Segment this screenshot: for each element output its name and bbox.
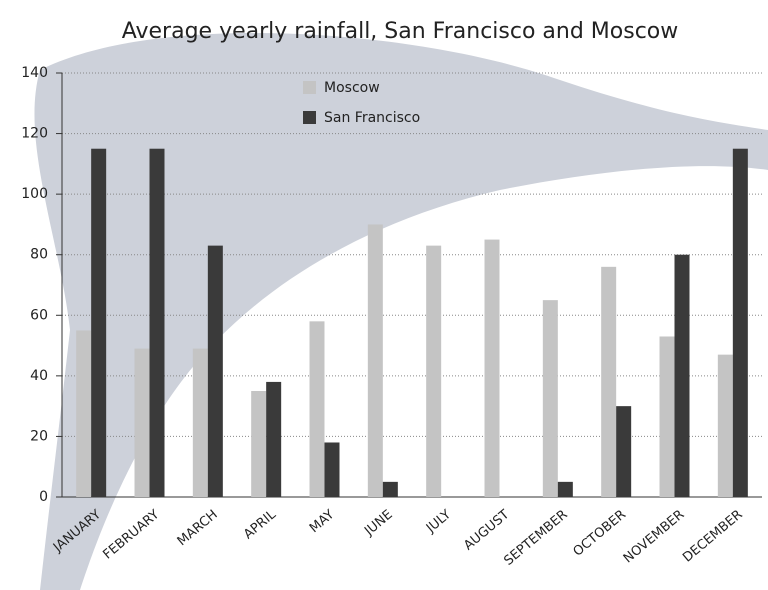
x-tick-label: OCTOBER — [571, 507, 629, 559]
x-tick-label: MAY — [307, 507, 337, 536]
bar — [557, 481, 573, 497]
bar — [207, 245, 223, 497]
y-tick-label: 60 — [30, 307, 48, 323]
bar — [659, 336, 675, 497]
bar — [266, 381, 282, 497]
y-tick-label: 40 — [30, 368, 48, 384]
bar — [601, 266, 617, 497]
y-tick-label: 120 — [21, 126, 48, 142]
bar — [91, 148, 107, 497]
x-tick-label: SEPTEMBER — [501, 507, 570, 569]
bar — [732, 148, 748, 497]
bar — [324, 442, 340, 497]
legend-swatch — [303, 111, 316, 124]
bar — [674, 254, 690, 497]
bar — [149, 148, 165, 497]
bar — [367, 224, 383, 497]
background-swoosh — [34, 33, 768, 590]
bar — [484, 239, 500, 498]
bar — [309, 321, 325, 497]
bar — [76, 330, 92, 497]
bar — [616, 406, 632, 497]
chart-title: Average yearly rainfall, San Francisco a… — [122, 19, 679, 44]
x-tick-label: MARCH — [175, 507, 221, 549]
bar — [717, 354, 733, 497]
y-tick-label: 100 — [21, 186, 48, 202]
legend-swatch — [303, 81, 316, 94]
y-tick-label: 140 — [21, 65, 48, 81]
y-tick-label: 80 — [30, 247, 48, 263]
x-tick-label: JULY — [423, 507, 454, 536]
bar — [192, 348, 208, 497]
x-tick-label: JUNE — [361, 507, 395, 539]
bar — [134, 348, 150, 497]
x-tick-label: APRIL — [241, 507, 279, 543]
x-tick-label: NOVEMBER — [621, 507, 687, 566]
bar — [382, 481, 398, 497]
x-tick-label: FEBRUARY — [100, 507, 162, 562]
legend-label: Moscow — [324, 80, 380, 96]
bar — [426, 245, 442, 497]
x-tick-label: DECEMBER — [680, 507, 745, 565]
bar — [251, 391, 267, 497]
y-tick-label: 0 — [39, 489, 48, 505]
y-tick-label: 20 — [30, 428, 48, 444]
bar — [542, 300, 558, 497]
legend-label: San Francisco — [324, 110, 420, 126]
x-tick-label: AUGUST — [461, 507, 512, 553]
